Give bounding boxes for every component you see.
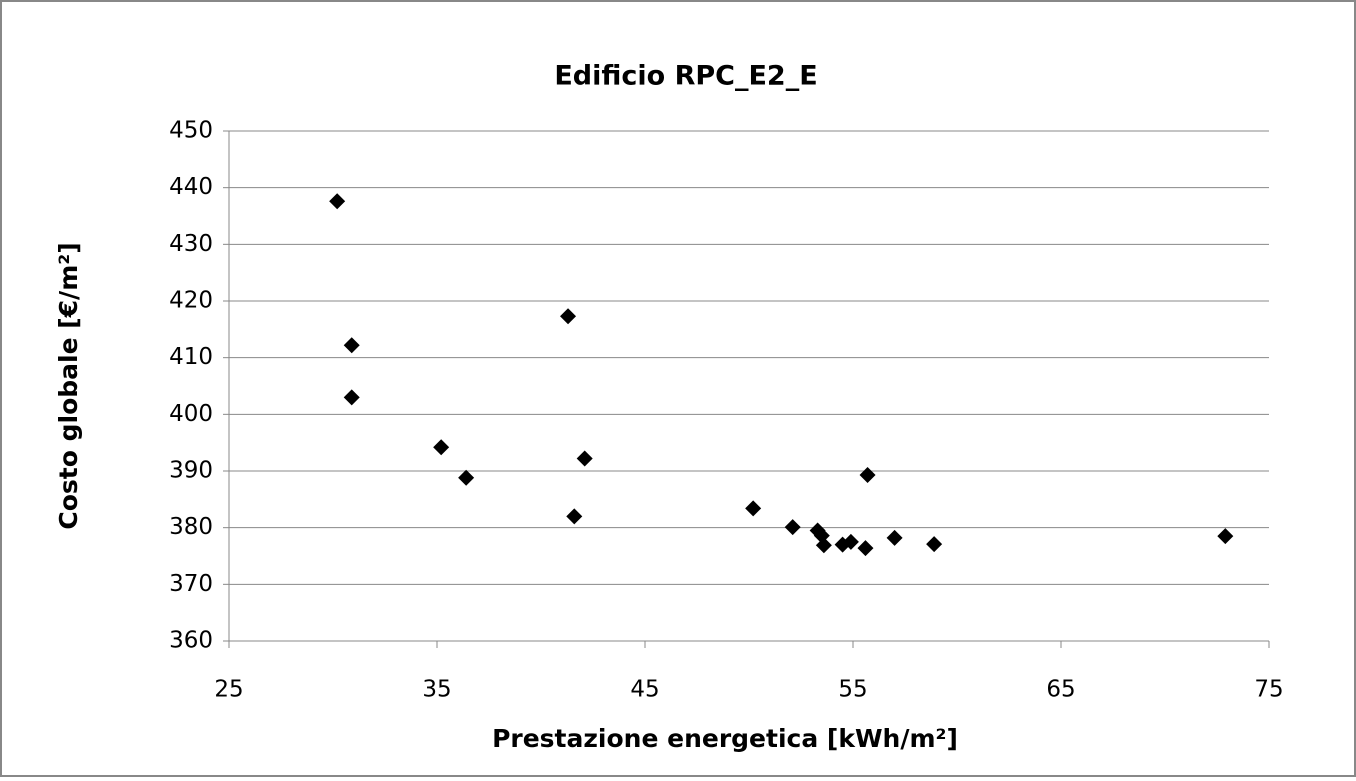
point [813, 527, 830, 544]
x-axis-label: Prestazione energetica [kWh/m²] [492, 724, 958, 753]
y-tick-label: 360 [169, 628, 213, 654]
point [576, 450, 593, 467]
x-tick-label: 75 [1254, 677, 1283, 703]
point [842, 533, 859, 550]
point [566, 508, 583, 525]
y-tick-label: 400 [169, 401, 213, 427]
point [857, 540, 874, 557]
point [745, 500, 762, 517]
point [784, 519, 801, 536]
point [329, 193, 346, 210]
x-tick-label: 65 [1046, 677, 1075, 703]
point [343, 337, 360, 354]
y-tick-label: 390 [169, 458, 213, 484]
x-tick-label: 35 [422, 677, 451, 703]
y-tick-label: 440 [169, 174, 213, 200]
x-tick-label: 55 [838, 677, 867, 703]
x-tick-label: 45 [630, 677, 659, 703]
y-tick-label: 430 [169, 231, 213, 257]
y-tick-label: 370 [169, 571, 213, 597]
chart-title: Edificio RPC_E2_E [554, 61, 817, 92]
point [560, 308, 577, 325]
y-tick-label: 450 [169, 118, 213, 144]
point [886, 529, 903, 546]
point [458, 469, 475, 486]
y-tick-label: 410 [169, 344, 213, 370]
x-tick-label: 25 [214, 677, 243, 703]
y-tick-label: 420 [169, 288, 213, 314]
y-axis-label: Costo globale [€/m²] [54, 242, 83, 529]
y-tick-label: 380 [169, 514, 213, 540]
point [859, 466, 876, 483]
point [343, 389, 360, 406]
point [433, 439, 450, 456]
point [926, 536, 943, 553]
point [1217, 528, 1234, 545]
